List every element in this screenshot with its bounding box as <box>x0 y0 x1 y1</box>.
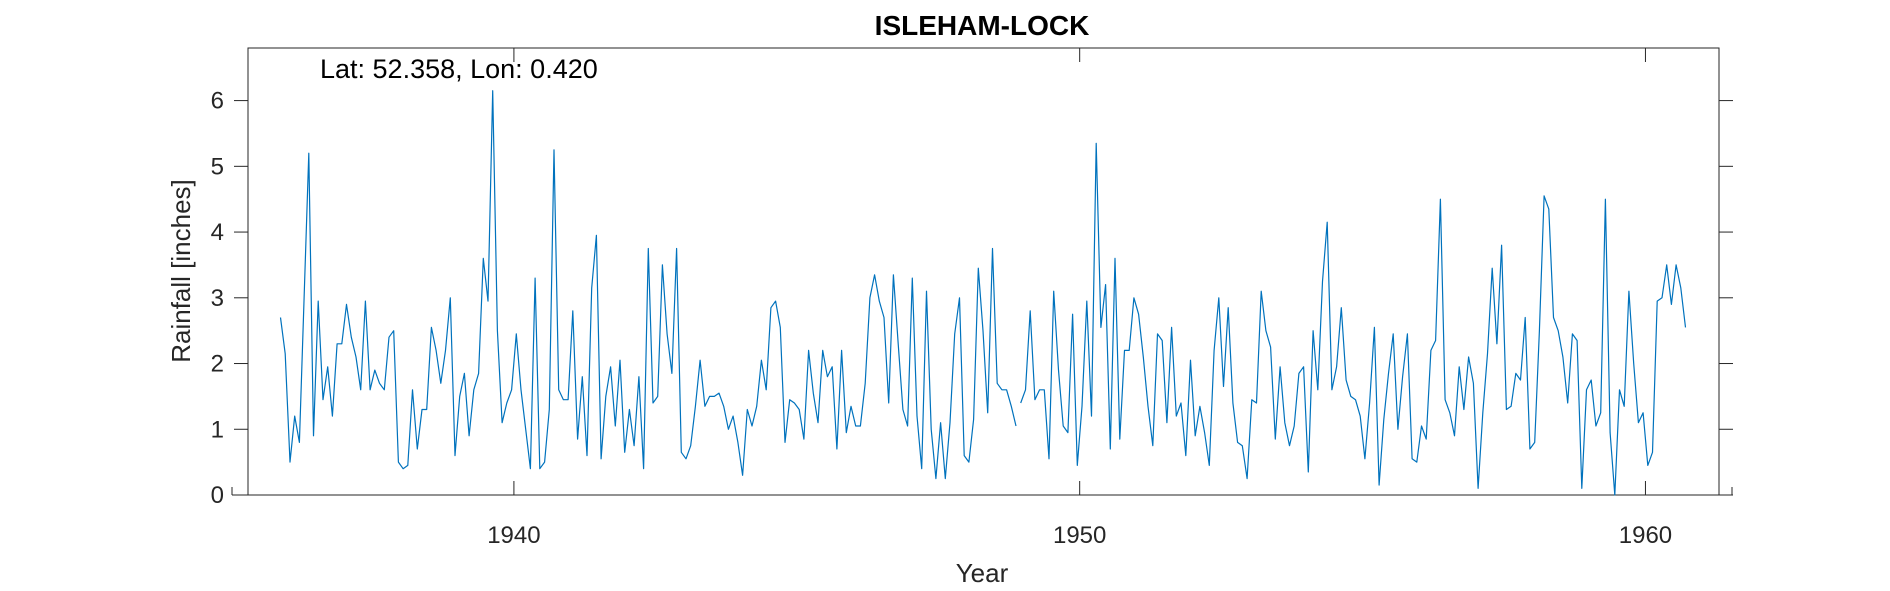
location-annotation: Lat: 52.358, Lon: 0.420 <box>320 54 598 84</box>
plot-area <box>247 47 1720 496</box>
chart-title: ISLEHAM-LOCK <box>875 10 1090 41</box>
x-tick-label: 1940 <box>487 522 540 549</box>
rainfall-series-line <box>1020 142 1687 496</box>
y-tick-label: 2 <box>211 351 224 378</box>
y-tick-label: 1 <box>211 416 224 443</box>
x-tick-label: 1960 <box>1619 522 1672 549</box>
y-tick-label: 5 <box>211 153 224 180</box>
y-tick-label: 0 <box>211 482 224 509</box>
x-tick-label: 1950 <box>1053 522 1106 549</box>
y-axis: 0 1 2 3 4 5 6 <box>211 88 1733 509</box>
x-axis-label: Year <box>956 558 1009 588</box>
y-tick-label: 4 <box>211 219 224 246</box>
y-axis-label: Rainfall [inches] <box>166 179 196 363</box>
y-tick-label: 6 <box>211 88 224 115</box>
x-axis: 1940 1950 1960 <box>231 48 1733 549</box>
series-group <box>279 90 1687 496</box>
rainfall-series-line <box>279 90 1017 480</box>
y-tick-label: 3 <box>211 285 224 312</box>
